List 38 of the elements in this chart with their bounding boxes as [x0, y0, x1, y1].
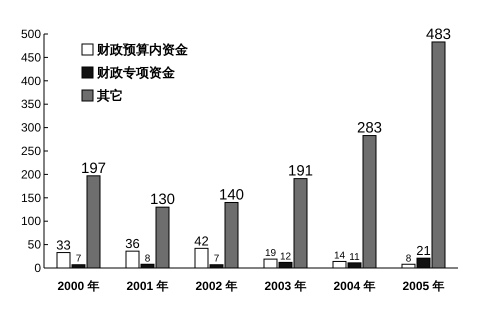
legend-label: 其它 [96, 88, 123, 103]
x-tick-label: 2005 年 [402, 279, 445, 293]
x-tick-label: 2001 年 [126, 279, 169, 293]
data-label: 7 [214, 254, 220, 265]
x-tick-label: 2004 年 [333, 279, 376, 293]
data-label: 130 [150, 191, 176, 208]
data-label: 191 [288, 162, 314, 180]
data-label: 283 [356, 120, 382, 137]
data-label: 36 [125, 236, 140, 252]
data-label: 33 [56, 238, 71, 253]
data-label: 8 [144, 253, 151, 264]
data-label: 42 [194, 233, 209, 248]
y-tick-label: 0 [34, 261, 42, 275]
y-tick-label: 200 [20, 167, 42, 182]
legend-label: 财政预算内资金 [96, 42, 189, 57]
y-tick-label: 250 [20, 144, 42, 158]
data-label: 197 [80, 160, 106, 177]
y-tick-label: 350 [20, 97, 42, 112]
data-label: 140 [218, 186, 244, 204]
y-tick-label: 500 [20, 27, 42, 41]
y-tick-label: 50 [28, 238, 42, 252]
data-label: 7 [76, 254, 82, 265]
data-label: 19 [264, 248, 276, 260]
data-label: 11 [349, 252, 360, 263]
y-tick-label: 400 [20, 74, 42, 88]
y-tick-label: 100 [20, 214, 42, 228]
data-label: 483 [426, 26, 452, 43]
data-label: 14 [334, 250, 346, 262]
x-tick-label: 2003 年 [264, 279, 307, 293]
y-tick-label: 300 [20, 120, 42, 135]
legend-label: 财政专项资金 [96, 65, 176, 80]
x-tick-label: 2002 年 [195, 279, 238, 293]
data-label: 21 [416, 243, 431, 258]
y-tick-label: 150 [20, 190, 42, 205]
data-label: 12 [280, 251, 292, 262]
x-tick-label: 2000 年 [57, 279, 100, 293]
y-tick-label: 450 [20, 50, 42, 64]
data-label: 8 [406, 253, 412, 264]
